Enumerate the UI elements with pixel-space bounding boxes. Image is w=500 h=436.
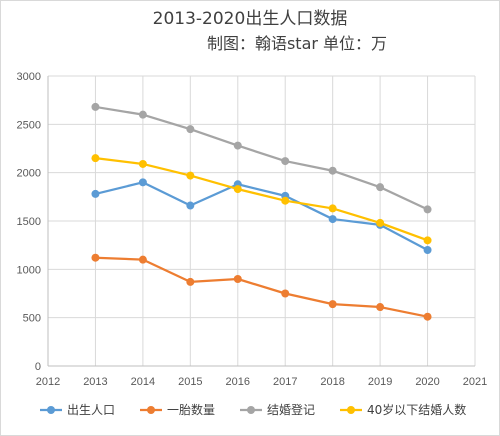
axes: 0 500 1000 1500 2000 2500 3000 2012 2013 2014 2015… (17, 71, 488, 388)
legend-marker (247, 406, 255, 414)
x-tick-label: 2012 (36, 376, 60, 388)
legend-label: 结婚登记 (267, 402, 315, 417)
legend-label: 一胎数量 (167, 402, 215, 417)
x-tick-label: 2019 (368, 376, 392, 388)
data-point (233, 141, 242, 150)
series-line-1 (95, 256, 428, 318)
data-point (328, 166, 337, 175)
x-tick-label: 2021 (463, 376, 487, 388)
data-point (233, 185, 242, 194)
legend-marker (47, 406, 55, 414)
series-line-2 (95, 105, 429, 211)
legend-label: 40岁以下结婚人数 (367, 402, 466, 417)
data-point (281, 196, 290, 205)
data-point (281, 157, 290, 166)
y-tick-label: 2000 (17, 168, 41, 180)
data-point (376, 183, 385, 192)
legend-item: 40岁以下结婚人数 (340, 402, 466, 417)
data-point (91, 253, 100, 262)
y-tick-label: 1500 (17, 216, 41, 228)
y-tick-label: 0 (35, 361, 41, 373)
legend-label: 出生人口 (67, 403, 115, 417)
chart-subtitle: 制图：翰语star 单位：万 (207, 34, 387, 53)
legend-marker (347, 406, 355, 414)
data-point (233, 275, 242, 283)
series-line-0 (95, 181, 429, 251)
series-lines (91, 102, 432, 321)
y-tick-label: 500 (23, 313, 41, 325)
y-tick-label: 1000 (17, 264, 41, 276)
data-point (138, 255, 147, 264)
y-tick-label: 2500 (17, 119, 41, 131)
data-point (376, 303, 385, 312)
data-point (138, 110, 147, 119)
x-tick-label: 2016 (226, 376, 250, 388)
x-tick-label: 2013 (83, 376, 107, 388)
data-point (328, 215, 337, 224)
data-point (328, 300, 337, 309)
data-point (138, 178, 147, 187)
x-tick-label: 2014 (131, 376, 155, 388)
series-line-3 (95, 157, 428, 242)
chart-title: 2013-2020出生人口数据 (153, 9, 348, 29)
legend-item: 结婚登记 (240, 402, 315, 417)
x-tick-label: 2020 (415, 376, 439, 388)
data-point (423, 246, 432, 254)
data-point (281, 289, 290, 298)
data-point (186, 171, 195, 180)
data-point (91, 189, 100, 198)
data-point (376, 218, 385, 227)
data-point (186, 125, 195, 134)
x-tick-label: 2017 (273, 376, 297, 388)
data-point (186, 201, 195, 210)
x-tick-label: 2018 (320, 376, 344, 388)
data-point (423, 236, 432, 245)
legend-marker (147, 406, 155, 414)
legend-item: 一胎数量 (140, 402, 215, 417)
y-tick-label: 3000 (17, 71, 41, 83)
data-point (91, 102, 100, 111)
data-point (423, 205, 432, 214)
x-tick-label: 2015 (178, 376, 202, 388)
legend-item: 出生人口 (40, 403, 115, 417)
data-point (138, 159, 147, 168)
data-point (91, 154, 100, 163)
data-point (423, 312, 432, 321)
legend: 出生人口 一胎数量 结婚登记 40岁以下结婚人数 (40, 402, 466, 417)
data-point (328, 204, 337, 213)
gridlines (48, 75, 476, 366)
data-point (186, 277, 195, 286)
